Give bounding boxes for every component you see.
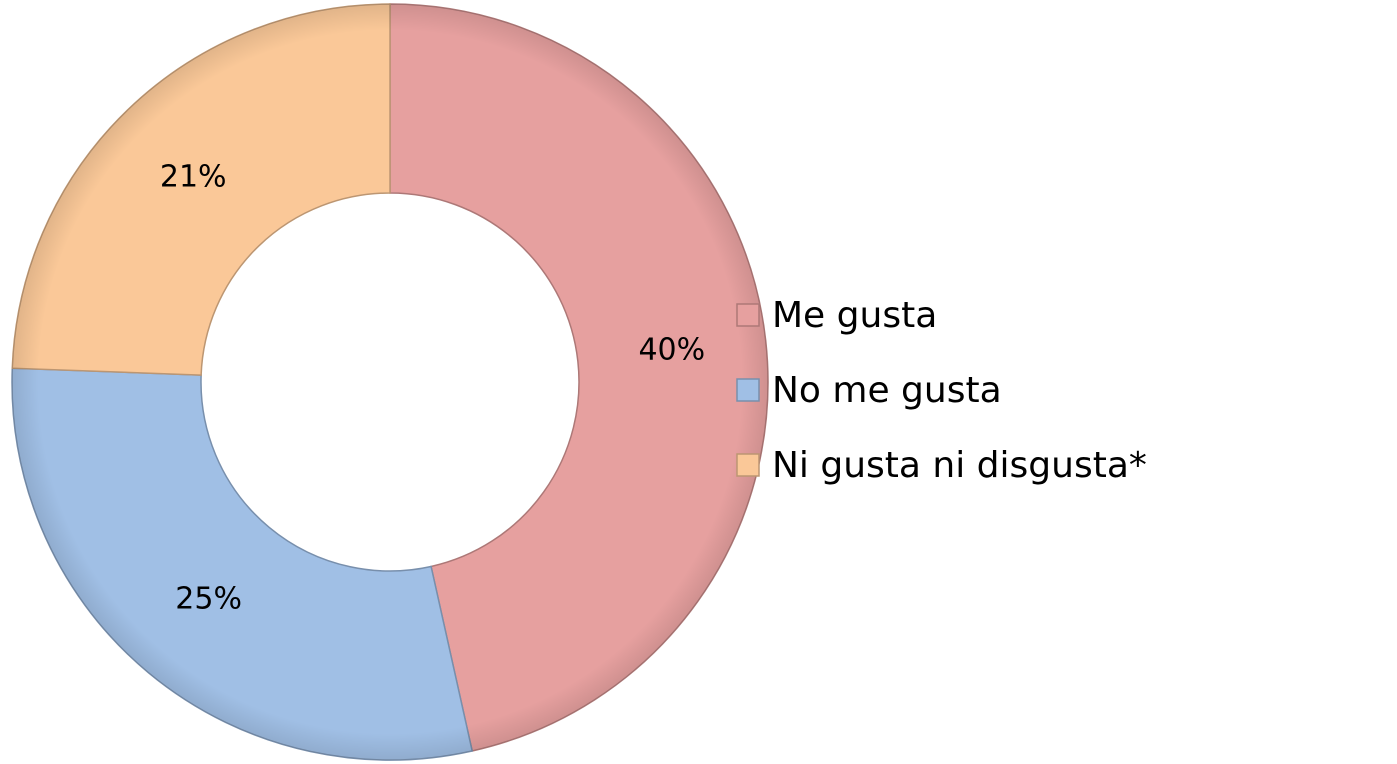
legend-label: Me gusta [772, 295, 937, 336]
data-label: 21% [160, 159, 227, 194]
legend-swatch [736, 453, 760, 477]
legend-swatch [736, 378, 760, 402]
data-label: 40% [638, 332, 705, 367]
donut-slice [11, 367, 474, 761]
legend-label: No me gusta [772, 370, 1002, 411]
data-label: 25% [175, 581, 242, 616]
legend-swatch [736, 303, 760, 327]
legend-label: Ni gusta ni disgusta* [772, 445, 1147, 486]
